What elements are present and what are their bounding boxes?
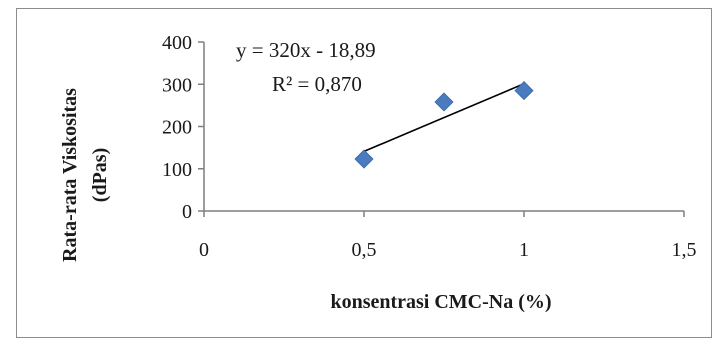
y-tick-label: 200: [162, 117, 192, 139]
y-axis-title: Rata-rata Viskositas (dPas): [59, 88, 111, 262]
axes: 0 100 200 300 400 0 0,5 1 1,5: [162, 32, 697, 261]
data-point: [514, 81, 534, 101]
x-axis-title: konsentrasi CMC-Na (%): [330, 291, 551, 313]
y-tick-label: 400: [162, 32, 192, 54]
x-tick-label: 0,5: [352, 239, 377, 261]
chart-frame: [16, 8, 712, 338]
r-squared-label: R² = 0,870: [272, 72, 362, 96]
x-tick-label: 1: [519, 239, 529, 261]
data-point: [354, 149, 374, 169]
y-axis-title-line-2: (dPas): [89, 148, 111, 202]
y-tick-label: 100: [162, 159, 192, 181]
y-tick-label: 300: [162, 74, 192, 96]
labels: y = 320x - 18,89 R² = 0,870 konsentrasi …: [59, 38, 552, 313]
trendline-equation: y = 320x - 18,89: [236, 38, 376, 62]
data-point: [434, 92, 454, 112]
x-tick-label: 1,5: [672, 239, 697, 261]
y-tick-label: 0: [182, 201, 192, 223]
data-points: [354, 81, 534, 169]
y-axis-title-line-1: Rata-rata Viskositas: [59, 88, 81, 262]
trendline: [363, 83, 525, 153]
x-tick-label: 0: [199, 239, 209, 261]
trendline-group: [363, 83, 525, 153]
